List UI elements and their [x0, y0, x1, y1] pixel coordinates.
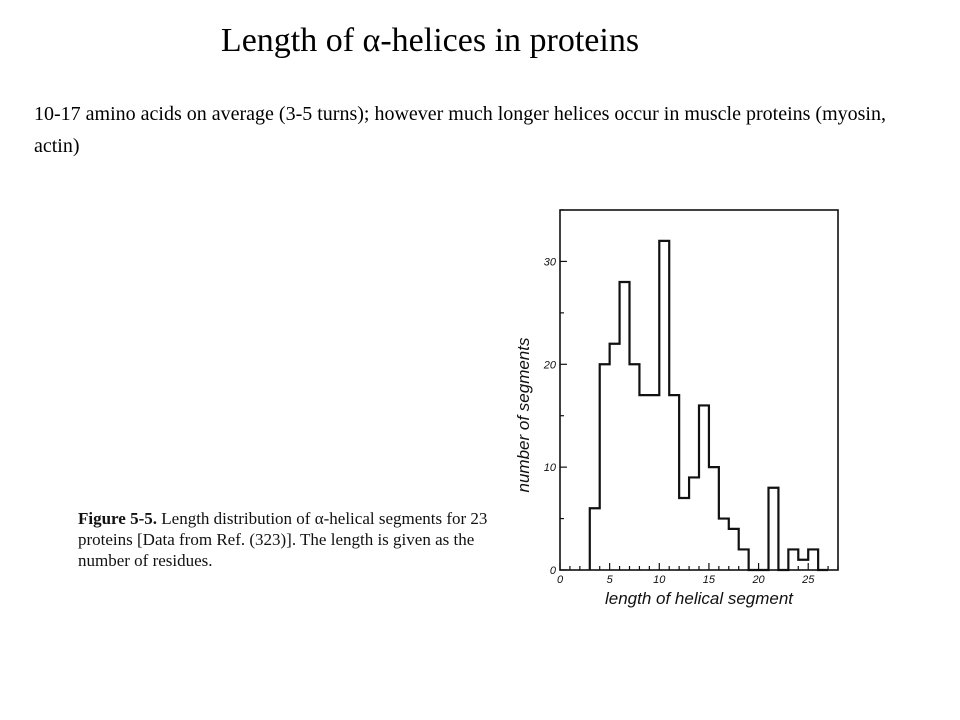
histogram-bar — [719, 519, 729, 570]
histogram-bar — [590, 508, 600, 570]
figure-caption: Figure 5-5. Length distribution of α-hel… — [78, 508, 498, 571]
x-tick-label: 15 — [703, 574, 716, 586]
histogram-bar — [659, 241, 669, 570]
y-tick-label: 0 — [550, 565, 557, 577]
x-axis-label: length of helical segment — [605, 589, 794, 608]
histogram-bar — [769, 488, 779, 570]
histogram-bar — [620, 282, 630, 570]
x-tick-label: 5 — [607, 574, 614, 586]
histogram-bar — [699, 405, 709, 570]
y-tick-label: 20 — [543, 359, 557, 371]
histogram-bar — [679, 498, 689, 570]
slide-title: Length of α-helices in proteins — [220, 22, 640, 59]
x-tick-label: 20 — [751, 574, 765, 586]
x-tick-label: 0 — [557, 574, 564, 586]
histogram-bar — [689, 477, 699, 570]
histogram-bar — [798, 560, 808, 570]
histogram-bar — [610, 344, 620, 570]
histogram-bar — [808, 549, 818, 570]
histogram-bar — [729, 529, 739, 570]
histogram-bar — [709, 467, 719, 570]
y-tick-label: 10 — [544, 462, 557, 474]
figure-caption-label: Figure 5-5. — [78, 509, 158, 528]
y-tick-label: 30 — [544, 256, 557, 268]
x-axis-ticks: 0 5 10 15 20 25 — [557, 563, 839, 586]
x-tick-label: 25 — [801, 574, 815, 586]
histogram-step-outline — [588, 239, 829, 572]
histogram-chart: 0 5 10 15 20 25 0 10 20 30 length of helical seg… — [514, 209, 839, 608]
histogram-bar — [630, 364, 640, 570]
slide-subtitle: 10-17 amino acids on average (3-5 turns)… — [34, 103, 886, 157]
histogram-bar — [739, 549, 749, 570]
x-tick-label: 10 — [653, 574, 666, 586]
histogram-bar — [788, 549, 798, 570]
figure-caption-text: Length distribution of α-helical segment… — [78, 509, 488, 570]
y-axis-ticks: 0 10 20 30 — [543, 209, 567, 577]
histogram-bar — [639, 395, 649, 570]
plot-frame — [559, 209, 839, 571]
histogram-bar — [669, 395, 679, 570]
histogram-bar — [649, 395, 659, 570]
y-axis-label: number of segments — [514, 337, 533, 492]
histogram-bar — [600, 364, 610, 570]
